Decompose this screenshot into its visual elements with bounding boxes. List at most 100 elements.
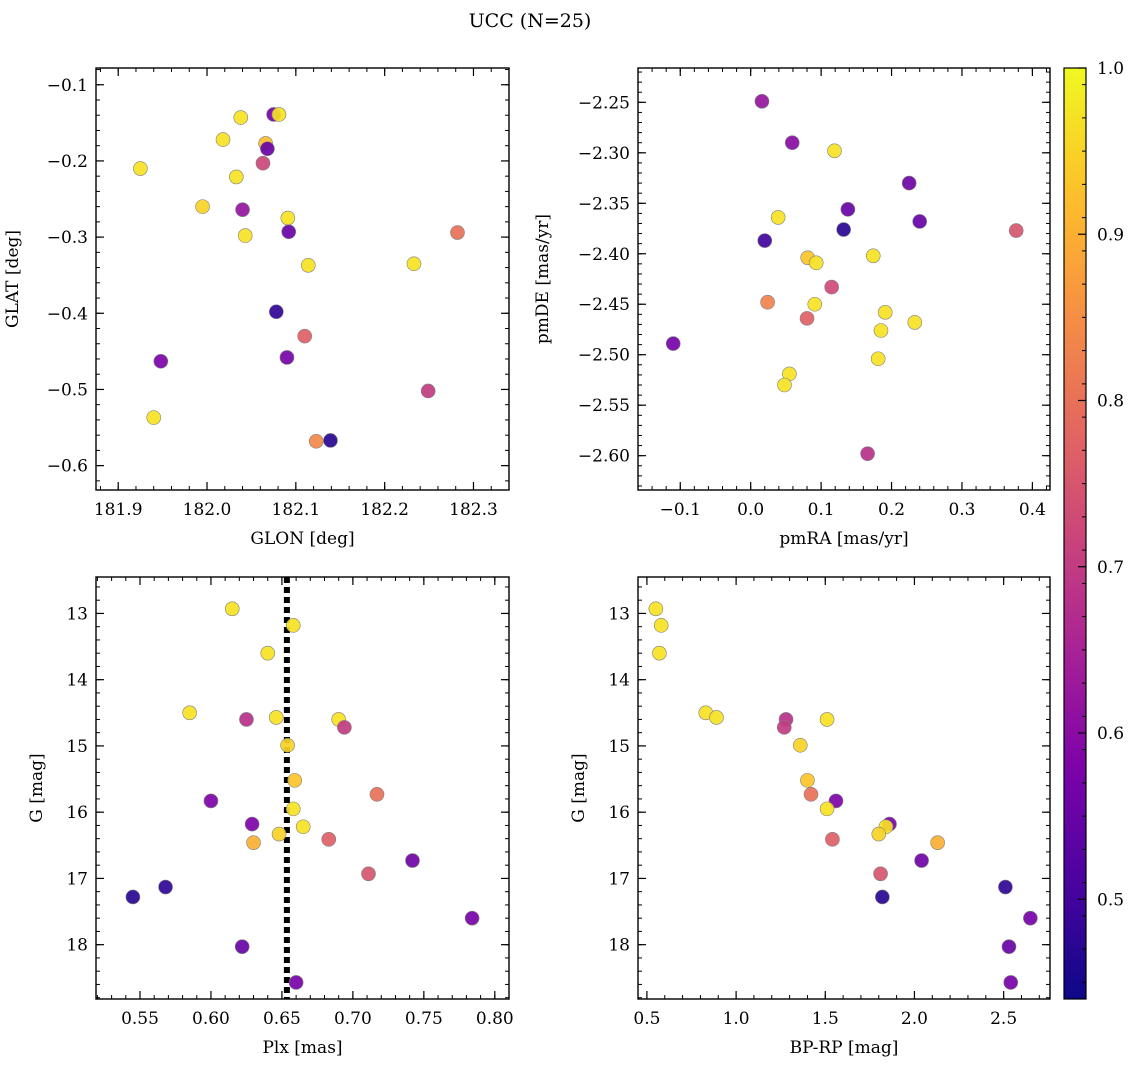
scatter-point xyxy=(808,255,824,271)
y-tick-label: 14 xyxy=(608,671,630,691)
x-tick-label: 2.5 xyxy=(990,1009,1017,1029)
minor-ticks xyxy=(96,577,510,999)
x-tick-label: 0.2 xyxy=(878,500,905,520)
scatter-point xyxy=(793,737,808,753)
scatter-point xyxy=(784,135,800,151)
scatter-point xyxy=(873,866,888,882)
y-tick-label: −2.60 xyxy=(578,447,630,467)
x-tick-label: −0.1 xyxy=(660,500,701,520)
x-tick-label: 0.80 xyxy=(476,1009,514,1029)
scatter-point xyxy=(215,132,231,147)
y-axis-label: G [mag] xyxy=(27,753,47,822)
scatter-point xyxy=(450,225,465,240)
y-tick-label: 15 xyxy=(608,737,630,757)
y-tick-label: 16 xyxy=(66,803,88,823)
colorbar-tick-label: 0.5 xyxy=(1097,890,1124,910)
scatter-point xyxy=(1008,223,1024,238)
panel-3: 0.55 0.60 0.65 0.70 0.75 0.80 13 14 15 16 17 18 Plx … xyxy=(27,576,514,1058)
x-tick-label: 0.1 xyxy=(808,500,835,520)
scatter-point xyxy=(260,141,275,157)
x-tick-label: 181.9 xyxy=(94,500,143,520)
scatter-point xyxy=(871,826,887,842)
scatter-point xyxy=(369,786,385,802)
scatter-point xyxy=(268,304,284,320)
scatter-point xyxy=(182,705,197,721)
y-tick-label: −0.4 xyxy=(47,304,88,324)
scatter-point xyxy=(1003,975,1019,990)
scatter-point xyxy=(321,832,337,847)
scatter-point xyxy=(239,712,254,727)
y-axis-label: G [mag] xyxy=(569,753,589,822)
y-tick-label: −2.50 xyxy=(578,346,630,366)
y-axis-label: GLAT [deg] xyxy=(3,230,23,328)
scatter-point xyxy=(709,710,724,725)
scatter-point xyxy=(819,712,835,727)
scatter-point xyxy=(907,315,923,330)
minor-ticks xyxy=(638,577,1050,999)
scatter-point xyxy=(246,835,261,850)
scatter-point xyxy=(1001,939,1017,954)
scatter-point xyxy=(308,433,324,449)
y-tick-label: 13 xyxy=(66,604,88,624)
x-tick-label: 0.55 xyxy=(121,1009,159,1029)
scatter-point xyxy=(824,279,839,295)
scatter-point xyxy=(268,710,284,725)
y-tick-label: 18 xyxy=(608,936,630,956)
scatter-point xyxy=(665,336,681,351)
scatter-point xyxy=(870,351,886,367)
scatter-point xyxy=(288,975,304,990)
x-tick-label: 1.0 xyxy=(723,1009,750,1029)
scatter-point xyxy=(760,294,775,310)
y-tick-label: 13 xyxy=(608,604,630,624)
minor-ticks xyxy=(96,68,510,490)
scatter-point xyxy=(877,305,893,320)
x-tick-label: 0.0 xyxy=(737,500,764,520)
scatter-point xyxy=(237,228,253,243)
scatter-point xyxy=(158,879,173,895)
x-tick-label: 2.0 xyxy=(901,1009,928,1029)
scatter-point xyxy=(297,328,313,344)
scatter-point xyxy=(757,233,773,248)
scatter-point xyxy=(860,446,875,461)
scatter-point xyxy=(803,786,819,802)
colorbar: 0.5 0.6 0.7 0.8 0.9 1.0 xyxy=(1063,59,1124,1000)
x-tick-label: 1.5 xyxy=(812,1009,839,1029)
colorbar-gradient xyxy=(1063,67,1087,1000)
scatter-point xyxy=(800,773,815,788)
x-tick-label: 0.75 xyxy=(405,1009,443,1029)
scatter-point xyxy=(280,210,296,226)
colorbar-tick-label: 1.0 xyxy=(1097,59,1124,79)
colorbar-tick-label: 0.9 xyxy=(1097,225,1124,245)
scatter-point xyxy=(337,720,352,735)
x-axis-label: GLON [deg] xyxy=(250,529,354,549)
scatter-point xyxy=(235,202,250,217)
y-tick-label: −2.55 xyxy=(578,396,630,416)
y-tick-label: 17 xyxy=(608,869,630,889)
y-tick-label: −0.3 xyxy=(47,228,88,248)
x-tick-label: 182.1 xyxy=(272,500,321,520)
scatter-point xyxy=(271,826,287,842)
scatter-point xyxy=(281,224,297,240)
scatter-point xyxy=(865,248,881,264)
axes-frame xyxy=(95,67,510,491)
y-tick-label: −0.5 xyxy=(47,380,88,400)
y-tick-label: 15 xyxy=(66,737,88,757)
axes-frame xyxy=(637,67,1051,491)
colorbar-tick-label: 0.6 xyxy=(1097,724,1124,744)
scatter-point xyxy=(285,618,301,633)
x-tick-label: 0.70 xyxy=(334,1009,372,1029)
scatter-point xyxy=(260,645,276,661)
scatter-point xyxy=(836,222,851,237)
scatter-point xyxy=(420,383,436,399)
x-tick-label: 0.60 xyxy=(192,1009,230,1029)
scatter-point xyxy=(914,853,929,868)
y-tick-label: 17 xyxy=(66,869,88,889)
x-tick-label: 182.3 xyxy=(449,500,498,520)
y-tick-label: −2.30 xyxy=(578,144,630,164)
y-tick-label: 18 xyxy=(66,936,88,956)
scatter-point xyxy=(323,433,338,448)
x-tick-label: 182.0 xyxy=(183,500,232,520)
scatter-point xyxy=(901,175,917,191)
y-tick-label: −2.45 xyxy=(578,295,630,315)
